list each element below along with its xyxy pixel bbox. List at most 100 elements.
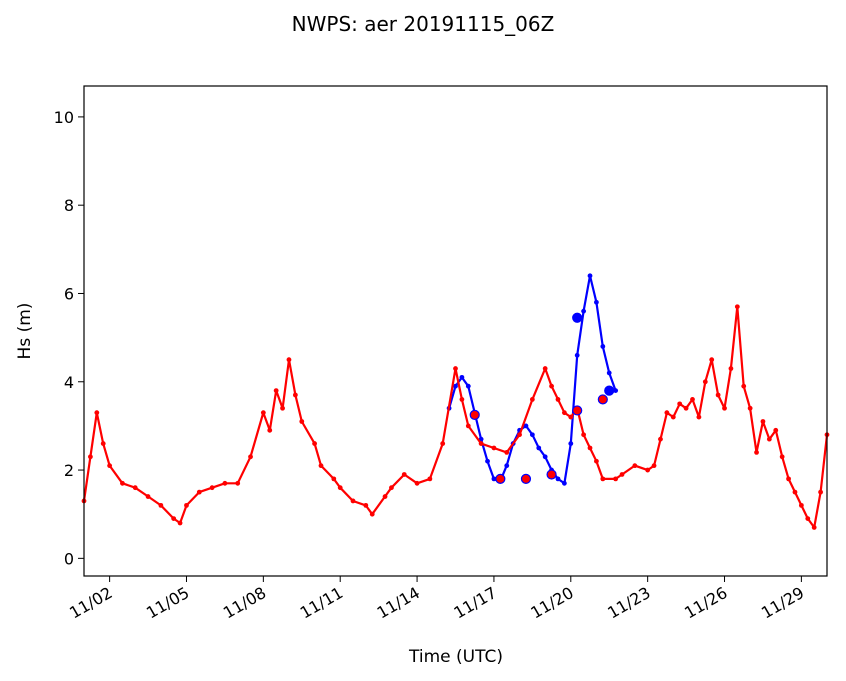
series-1-point <box>690 397 695 402</box>
series-1-point <box>722 405 727 411</box>
series-1-point <box>350 498 356 504</box>
series-1-point <box>184 502 189 508</box>
series-1-point <box>280 405 285 411</box>
y-tick-label: 0 <box>64 549 74 568</box>
x-tick-label: 11/26 <box>681 583 730 623</box>
series-1-point <box>292 392 298 398</box>
series-0-point <box>600 344 606 349</box>
series-1-point <box>651 463 657 469</box>
series-1-point <box>478 441 484 446</box>
series-1-point <box>747 405 753 411</box>
series-0-point <box>542 454 548 460</box>
series-1-point <box>459 397 465 402</box>
series-1-point <box>766 436 772 442</box>
x-tick-label: 11/08 <box>220 583 269 623</box>
y-tick-label: 6 <box>64 284 74 303</box>
series-0-point <box>594 299 599 305</box>
series-1-point <box>549 383 554 389</box>
series-0-point <box>606 370 612 376</box>
x-tick-label: 11/02 <box>66 583 115 623</box>
x-tick-label: 11/17 <box>450 583 499 623</box>
series-1-point <box>363 502 369 508</box>
series-1-point <box>632 463 638 469</box>
series-0-point <box>453 383 458 389</box>
series-1-highlight-marker <box>597 394 608 405</box>
series-1-point <box>786 476 791 482</box>
series-1-point <box>107 463 113 469</box>
series-1-point <box>267 427 273 433</box>
series-1-highlight-marker <box>469 409 480 420</box>
series-0-point <box>561 480 567 486</box>
series-1-point <box>145 494 151 499</box>
series-1-point <box>94 410 100 416</box>
series-1-point <box>299 419 305 424</box>
y-tick-label: 8 <box>64 196 74 215</box>
series-0-point <box>465 383 471 389</box>
series-1-point <box>427 476 433 482</box>
series-1-point <box>587 445 593 451</box>
series-1-point <box>613 476 619 482</box>
series-1-point <box>382 494 388 499</box>
series-1-point <box>728 366 734 371</box>
series-1-point <box>658 436 663 442</box>
series-1-point <box>100 441 106 446</box>
series-0-line <box>448 274 617 485</box>
x-axis-ticks: 11/02 11/05 11/08 11/11 11/14 11/17 11/20 11/23… <box>66 576 807 623</box>
series-0-highlight-marker <box>572 312 583 323</box>
series-1-point <box>401 472 407 477</box>
series-1-point <box>312 441 317 446</box>
series-1-point <box>286 357 292 363</box>
series-1-point <box>715 392 721 398</box>
series-0-point <box>568 441 574 446</box>
series-0-point <box>491 476 497 482</box>
series-1-point <box>754 449 759 455</box>
series-1-point <box>260 410 266 416</box>
series-1-point <box>222 480 228 486</box>
series-1-point <box>318 463 324 469</box>
series-1-point <box>683 405 689 411</box>
chart-title: NWPS: aer 20191115_06Z <box>291 12 555 36</box>
series-1-point <box>369 511 375 517</box>
y-tick-label: 2 <box>64 461 74 480</box>
series-1-point <box>414 480 420 486</box>
x-axis-label: Time (UTC) <box>408 647 503 667</box>
series-1-point <box>645 467 651 473</box>
y-tick-label: 4 <box>64 373 74 392</box>
series-1-point <box>248 454 253 460</box>
series-1-point <box>805 516 811 522</box>
series-0-point <box>536 445 542 451</box>
y-axis-ticks: 0 2 4 6 8 10 <box>54 108 84 568</box>
x-tick-label: 11/05 <box>143 583 192 623</box>
series-1-point <box>760 419 766 424</box>
y-tick-label: 10 <box>54 108 74 127</box>
series-0-highlight-marker <box>604 385 615 396</box>
series-1-highlight-marker <box>520 473 532 484</box>
series-1-highlight-marker <box>495 473 506 484</box>
series-0-point <box>529 432 535 438</box>
series-1-point <box>273 388 279 393</box>
series-0-point <box>613 388 619 393</box>
series-1-point <box>779 454 785 460</box>
x-tick-label: 11/14 <box>374 583 423 623</box>
series-1-point <box>619 472 625 477</box>
series-0-point <box>504 463 510 469</box>
series-0-point <box>485 458 490 464</box>
series-1-point <box>568 414 574 420</box>
series-1-highlight-marker <box>572 405 583 416</box>
series-1-point <box>88 454 93 460</box>
series-1-point <box>818 489 823 495</box>
series-1-point <box>792 489 798 495</box>
series-1-point <box>389 485 394 491</box>
series-1-point <box>741 383 747 389</box>
series-0-point <box>574 352 580 358</box>
series-1-point <box>171 516 177 522</box>
series-1-point <box>555 397 561 402</box>
series-1-point <box>465 423 471 429</box>
series-1-point <box>504 449 510 455</box>
x-tick-label: 11/23 <box>604 583 653 623</box>
series-1-point <box>331 476 337 482</box>
series-1-point <box>529 397 535 402</box>
series-1-point <box>132 485 138 491</box>
series-1-point <box>696 414 702 420</box>
